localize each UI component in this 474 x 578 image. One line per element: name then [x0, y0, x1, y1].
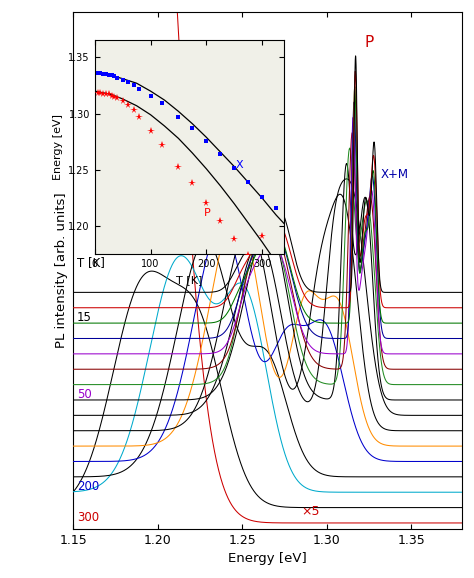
Text: 300: 300 [77, 510, 99, 524]
Y-axis label: PL intensity [arb. units]: PL intensity [arb. units] [55, 192, 68, 348]
Text: 200: 200 [77, 480, 99, 493]
Text: X+M: X+M [381, 168, 409, 181]
X-axis label: Energy [eV]: Energy [eV] [228, 553, 307, 565]
Text: 15: 15 [77, 311, 92, 324]
Text: P: P [203, 208, 210, 218]
Text: P: P [364, 35, 374, 50]
Y-axis label: Energy [eV]: Energy [eV] [53, 114, 63, 180]
Text: ×5: ×5 [301, 505, 320, 518]
Text: T [K]: T [K] [77, 256, 105, 269]
X-axis label: T [K]: T [K] [176, 275, 203, 285]
Text: X: X [236, 161, 244, 171]
Text: 50: 50 [77, 388, 91, 401]
